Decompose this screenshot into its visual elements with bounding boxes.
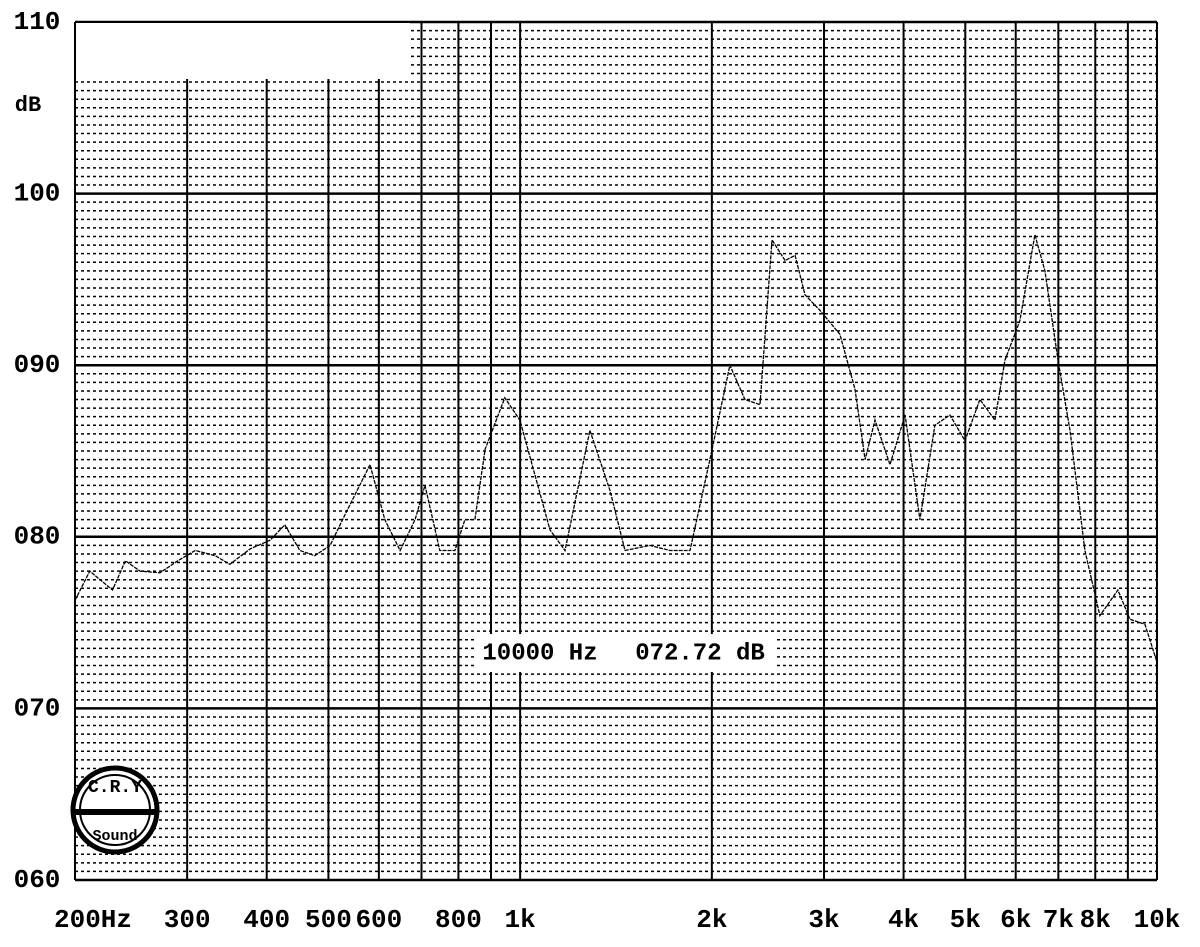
response-line — [74, 234, 1158, 663]
y-tick-label: 080 — [14, 522, 61, 552]
x-tick-label: 300 — [164, 905, 211, 935]
grid — [74, 20, 1158, 882]
x-tick-label: 7k — [1043, 905, 1074, 935]
x-tick-label: 400 — [243, 905, 290, 935]
logo: C.R.Y Sound — [70, 765, 160, 855]
x-tick-label: 10k — [1134, 905, 1181, 935]
x-tick-label: 1k — [505, 905, 536, 935]
cursor-level: 072.72 dB — [635, 640, 765, 667]
x-tick-label: 500 — [305, 905, 352, 935]
y-tick-label: 100 — [14, 178, 61, 208]
x-tick-label: 3k — [808, 905, 839, 935]
x-tick-label: 200Hz — [54, 905, 132, 935]
logo-top: C.R.Y — [88, 778, 142, 798]
x-tick-label: 2k — [696, 905, 727, 935]
x-tick-label: 4k — [888, 905, 919, 935]
plot — [74, 234, 1158, 663]
y-axis-label: dB — [15, 93, 41, 118]
y-tick-label: 110 — [14, 7, 61, 37]
cursor-box — [476, 634, 776, 672]
y-tick-label: 090 — [14, 350, 61, 380]
cursor-frequency: 10000 Hz — [482, 640, 597, 667]
x-tick-label: 800 — [435, 905, 482, 935]
x-tick-label: 5k — [950, 905, 981, 935]
logo-bottom: Sound — [92, 828, 137, 845]
x-tick-label: 6k — [1000, 905, 1031, 935]
blank-panel — [76, 23, 410, 79]
x-tick-label: 8k — [1080, 905, 1111, 935]
y-tick-label: 070 — [14, 693, 61, 723]
x-tick-label: 600 — [355, 905, 402, 935]
y-tick-label: 060 — [14, 865, 61, 895]
